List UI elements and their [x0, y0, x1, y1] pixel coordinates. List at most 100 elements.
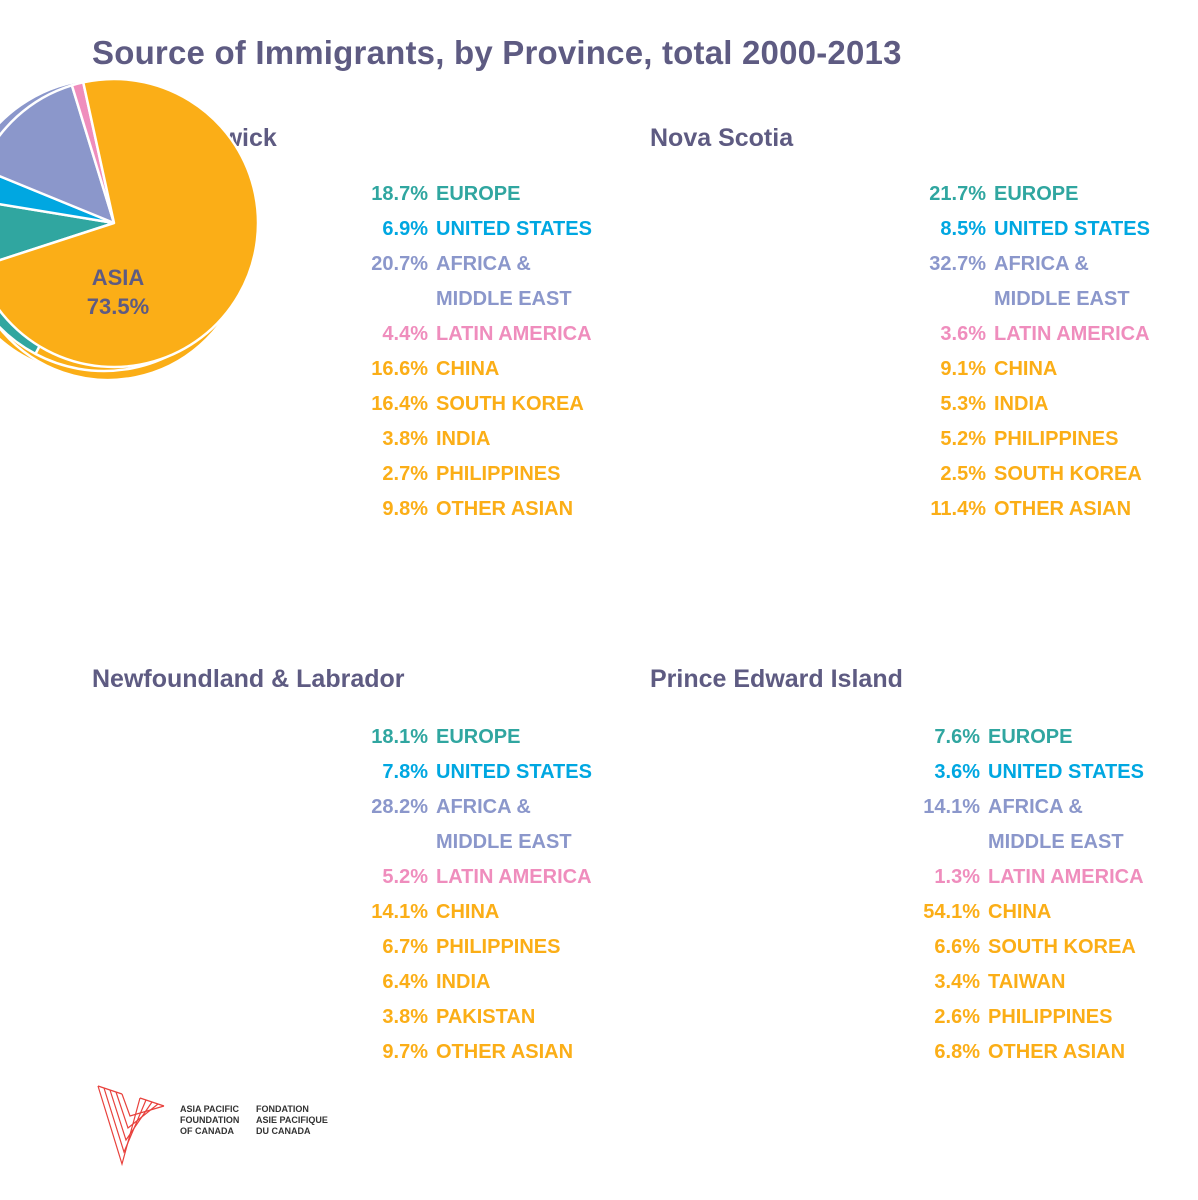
legend-label: CHINA: [994, 358, 1058, 380]
legend-item: 14.1% CHINA: [354, 895, 592, 930]
legend-label: CHINA: [436, 901, 500, 923]
legend-label: AFRICA &: [994, 253, 1089, 275]
legend-percent: 3.8%: [382, 1006, 428, 1028]
legend-label: SOUTH KOREA: [436, 393, 584, 415]
legend-percent: 3.6%: [934, 761, 980, 783]
legend-percent: 18.1%: [371, 726, 428, 748]
pie-slice-africa: [0, 84, 116, 225]
pie-slice-united_states: [0, 174, 116, 225]
legend-item: 3.6% UNITED STATES: [906, 755, 1144, 790]
legend-item: 6.7% PHILIPPINES: [354, 930, 592, 965]
legend-label: PAKISTAN: [436, 1006, 536, 1028]
legend-item: 5.2% LATIN AMERICA: [354, 860, 592, 895]
legend-label: AFRICA &: [436, 253, 531, 275]
legend-item: 3.8% INDIA: [354, 422, 592, 457]
chart-title: Newfoundland & Labrador: [92, 665, 405, 693]
legend-label: OTHER ASIAN: [994, 498, 1132, 520]
legend-percent: 1.3%: [934, 866, 980, 888]
legend-item: 20.7% AFRICA &: [354, 247, 592, 282]
legend-label: UNITED STATES: [988, 761, 1144, 783]
legend-percent: 3.6%: [940, 323, 986, 345]
legend-label: LATIN AMERICA: [436, 323, 592, 345]
legend-item: 14.1% AFRICA &: [906, 790, 1144, 825]
legend-percent: 8.5%: [940, 218, 986, 240]
legend-item: MIDDLE EAST: [912, 282, 1150, 317]
legend-item: 2.7% PHILIPPINES: [354, 457, 592, 492]
legend-label: MIDDLE EAST: [988, 831, 1124, 853]
legend-label: SOUTH KOREA: [988, 936, 1136, 958]
chart-title: Nova Scotia: [650, 124, 794, 152]
legend-item: MIDDLE EAST: [354, 825, 592, 860]
legend-percent: 20.7%: [371, 253, 428, 275]
legend-percent: 28.2%: [371, 796, 428, 818]
legend-item: 54.1% CHINA: [906, 895, 1144, 930]
legend-nova-scotia: 21.7% EUROPE 8.5% UNITED STATES 32.7% AFRICA …: [912, 177, 1150, 527]
legend-item: 9.7% OTHER ASIAN: [354, 1035, 592, 1070]
logo-mark-icon: [97, 1085, 165, 1167]
asia-slice-percent: 73.5%: [87, 294, 149, 319]
chart-title: Prince Edward Island: [650, 665, 903, 693]
legend-new-brunswick: 18.7% EUROPE 6.9% UNITED STATES 20.7% AFRICA …: [354, 177, 592, 527]
legend-label: LATIN AMERICA: [988, 866, 1144, 888]
legend-label: UNITED STATES: [994, 218, 1150, 240]
legend-item: 7.8% UNITED STATES: [354, 755, 592, 790]
legend-item: 16.6% CHINA: [354, 352, 592, 387]
legend-item: 6.4% INDIA: [354, 965, 592, 1000]
legend-item: MIDDLE EAST: [354, 282, 592, 317]
legend-label: PHILIPPINES: [436, 463, 561, 485]
legend-item: 9.1% CHINA: [912, 352, 1150, 387]
legend-label: OTHER ASIAN: [988, 1041, 1126, 1063]
legend-item: 2.5% SOUTH KOREA: [912, 457, 1150, 492]
legend-item: 5.2% PHILIPPINES: [912, 422, 1150, 457]
legend-percent: 9.8%: [382, 498, 428, 520]
legend-percent: 9.1%: [940, 358, 986, 380]
legend-label: EUROPE: [436, 183, 521, 205]
legend-label: EUROPE: [994, 183, 1079, 205]
pie-slice-asia: [0, 77, 260, 369]
legend-percent: 5.3%: [940, 393, 986, 415]
chart-panel-prince-edward-island: Prince Edward Island ASIA 73.5% 7.6% EUROP…: [0, 77, 1198, 1095]
legend-percent: 2.5%: [940, 463, 986, 485]
legend-percent: 7.8%: [382, 761, 428, 783]
legend-label: INDIA: [436, 971, 491, 993]
legend-label: MIDDLE EAST: [436, 288, 572, 310]
legend-label: INDIA: [436, 428, 491, 450]
chart-panel-newfoundland-labrador: Newfoundland & Labrador ASIA40.8% 18.1%E…: [0, 77, 652, 1095]
legend-label: LATIN AMERICA: [436, 866, 592, 888]
legend-item: 6.6% SOUTH KOREA: [906, 930, 1144, 965]
legend-item: 3.6% LATIN AMERICA: [912, 317, 1150, 352]
legend-percent: 21.7%: [929, 183, 986, 205]
legend-percent: 2.6%: [934, 1006, 980, 1028]
legend-item: 32.7% AFRICA &: [912, 247, 1150, 282]
legend-percent: 6.4%: [382, 971, 428, 993]
legend-percent: 7.6%: [934, 726, 980, 748]
legend-label: EUROPE: [988, 726, 1073, 748]
legend-item: 6.8% OTHER ASIAN: [906, 1035, 1144, 1070]
legend-item: 6.9% UNITED STATES: [354, 212, 592, 247]
legend-percent: 6.9%: [382, 218, 428, 240]
legend-percent: 2.7%: [382, 463, 428, 485]
asia-slice-label: ASIA: [92, 265, 145, 290]
legend-label: AFRICA &: [436, 796, 531, 818]
legend-label: CHINA: [436, 358, 500, 380]
legend-label: PHILIPPINES: [994, 428, 1119, 450]
logo-text-french: FONDATION ASIE PACIFIQUE DU CANADA: [256, 1104, 328, 1136]
legend-label: UNITED STATES: [436, 761, 592, 783]
legend-newfoundland-labrador: 18.1% EUROPE 7.8% UNITED STATES 28.2% AFRICA …: [354, 720, 592, 1070]
pie-chart-prince-edward-island: ASIA 73.5%: [0, 77, 260, 369]
legend-percent: 16.4%: [371, 393, 428, 415]
legend-percent: 54.1%: [923, 901, 980, 923]
legend-percent: 32.7%: [929, 253, 986, 275]
legend-label: PHILIPPINES: [988, 1006, 1113, 1028]
legend-label: INDIA: [994, 393, 1049, 415]
legend-label: MIDDLE EAST: [994, 288, 1130, 310]
legend-item: 1.3% LATIN AMERICA: [906, 860, 1144, 895]
legend-item: 3.4% TAIWAN: [906, 965, 1144, 1000]
legend-item: 21.7% EUROPE: [912, 177, 1150, 212]
legend-percent: 5.2%: [382, 866, 428, 888]
legend-item: 8.5% UNITED STATES: [912, 212, 1150, 247]
legend-label: EUROPE: [436, 726, 521, 748]
legend-label: OTHER ASIAN: [436, 1041, 574, 1063]
legend-item: 7.6% EUROPE: [906, 720, 1144, 755]
legend-percent: 16.6%: [371, 358, 428, 380]
